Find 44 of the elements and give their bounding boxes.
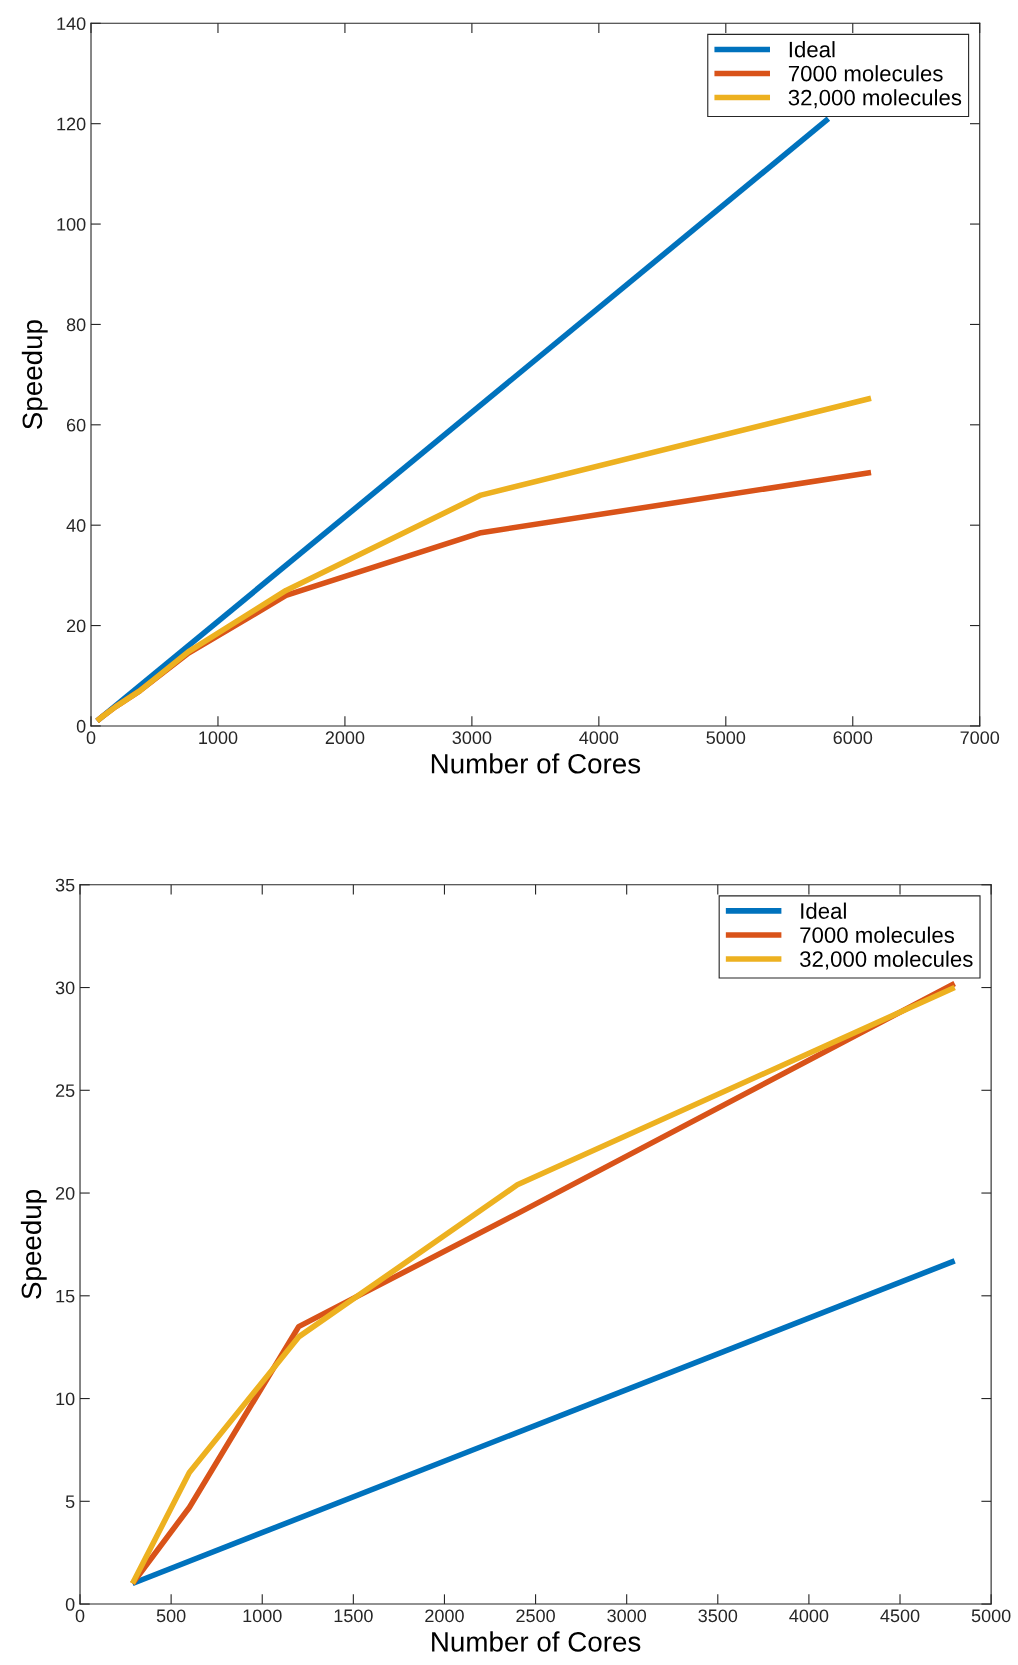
legend-label: Ideal [801,902,846,919]
legend-label: 32,000 molecules [800,950,973,970]
legend-label: Ideal [789,41,835,58]
y-tick-label: 35 [55,878,75,892]
y-tick-label: 5 [65,1495,75,1509]
y-tick-label: 80 [66,318,86,332]
y-tick-label: 20 [55,1186,75,1200]
y-tick-label: 40 [66,519,86,532]
legend-label: 7000 molecules [788,65,943,82]
y-tick-label: 0 [76,719,86,733]
y-tick-label: 140 [57,17,86,31]
x-tick-label: 2500 [516,1609,555,1623]
x-axis-title: Number of Cores [432,1631,641,1652]
x-tick-label: 0 [86,731,96,745]
y-tick-label: 10 [56,1392,75,1406]
y-axis-title: Speedup [20,1189,47,1299]
x-tick-label: 7000 [960,731,1000,745]
y-tick-label: 120 [57,117,86,131]
y-axis-title: Speedup [21,320,48,429]
x-tick-label: 1000 [199,731,238,745]
x-tick-label: 4000 [789,1609,829,1623]
legend-label: 32,000 molecules [788,89,962,109]
x-tick-label: 500 [156,1609,186,1623]
x-tick-label: 3000 [452,731,492,745]
y-tick-label: 0 [65,1598,75,1611]
x-tick-label: 5000 [706,731,746,745]
x-axis-title: Number of Cores [431,753,641,774]
y-tick-label: 30 [55,981,75,995]
x-tick-label: 3000 [607,1609,647,1623]
legend-label: 7000 molecules [800,926,955,943]
x-tick-label: 6000 [833,731,873,745]
x-tick-label: 1000 [243,1609,282,1623]
y-tick-label: 15 [56,1289,75,1303]
y-tick-label: 100 [57,218,86,231]
x-tick-label: 2000 [425,1609,464,1623]
y-tick-label: 60 [66,418,86,432]
x-tick-label: 1500 [334,1609,373,1623]
x-tick-label: 4500 [880,1609,920,1623]
x-tick-label: 3500 [698,1609,738,1623]
x-tick-label: 4000 [579,731,619,745]
x-tick-label: 2000 [325,731,365,745]
y-tick-label: 25 [55,1084,75,1098]
y-tick-label: 20 [66,619,86,633]
x-tick-label: 5000 [971,1609,1011,1623]
